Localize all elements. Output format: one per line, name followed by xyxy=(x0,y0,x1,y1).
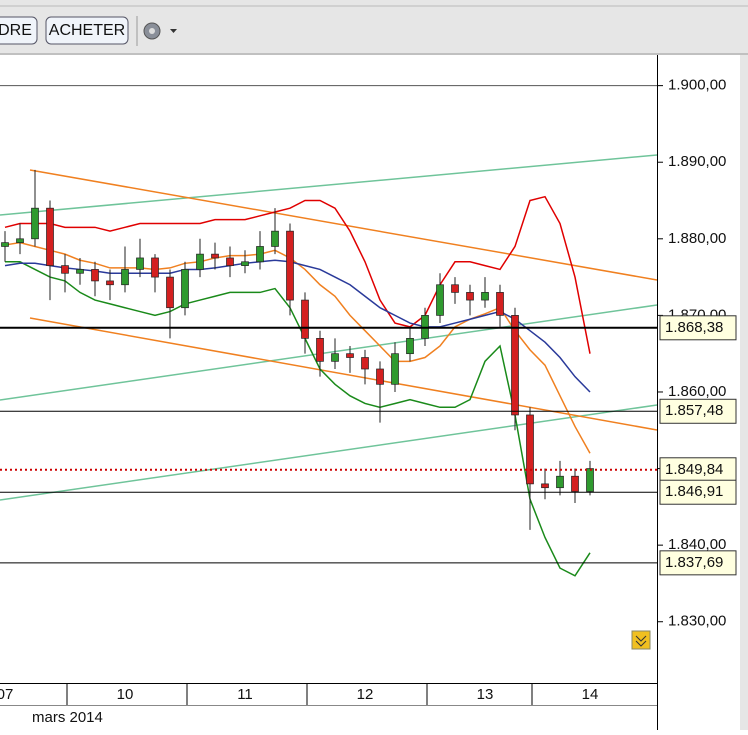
price-label-box xyxy=(659,457,737,483)
candle-body xyxy=(571,475,579,492)
trend-line xyxy=(0,154,658,216)
candle-body xyxy=(166,276,174,309)
candle-body xyxy=(151,257,159,278)
candle-body xyxy=(466,292,474,301)
candle-body xyxy=(541,483,549,489)
candle-body xyxy=(181,269,189,309)
price-label: 1.849,84 xyxy=(665,461,723,478)
y-tick-label: 1.890,00 xyxy=(668,153,726,170)
candle-body xyxy=(436,284,444,316)
candle-body xyxy=(31,207,39,240)
candle-body xyxy=(211,253,219,259)
y-tick-label: 1.830,00 xyxy=(668,613,726,630)
candle-body xyxy=(241,261,249,266)
trend-line xyxy=(0,304,658,401)
sell-button[interactable]: DRE xyxy=(0,16,38,45)
candle-body xyxy=(481,292,489,301)
price-label: 1.846,91 xyxy=(665,483,723,500)
x-tick-label: 07 xyxy=(0,686,13,703)
settings-button[interactable] xyxy=(143,22,177,40)
trend-line xyxy=(0,404,658,501)
price-label: 1.868,38 xyxy=(665,319,723,336)
alert-icon[interactable] xyxy=(631,630,651,650)
candle-body xyxy=(526,414,534,485)
price-label: 1.857,48 xyxy=(665,402,723,419)
indicator-line xyxy=(4,195,591,354)
candle-body xyxy=(391,353,399,385)
price-label: 1.837,69 xyxy=(665,554,723,571)
indicator-line xyxy=(5,261,591,577)
indicator-line xyxy=(4,259,591,393)
candle-body xyxy=(286,230,294,301)
candle-body xyxy=(451,284,459,293)
candle-body xyxy=(316,338,324,362)
candle-body xyxy=(361,357,369,370)
candle-body xyxy=(556,475,564,489)
candle-body xyxy=(331,353,339,362)
x-tick-label: 11 xyxy=(237,686,253,703)
x-tick-label: 13 xyxy=(477,686,494,703)
candle-body xyxy=(16,238,24,243)
buy-button[interactable]: ACHETER xyxy=(45,16,129,45)
y-tick-label: 1.840,00 xyxy=(668,536,726,553)
candle-body xyxy=(586,468,594,492)
candle-body xyxy=(256,246,264,263)
x-tick-label: 10 xyxy=(117,686,134,703)
plot-area xyxy=(0,55,657,683)
price-label-box xyxy=(659,315,737,341)
candle-body xyxy=(406,338,414,355)
candle-body xyxy=(511,315,519,416)
candle-body xyxy=(136,257,144,270)
price-label-box xyxy=(659,479,737,505)
candle-body xyxy=(106,280,114,286)
price-label-box xyxy=(659,398,737,424)
candle-body xyxy=(301,299,309,339)
x-tick-label: 14 xyxy=(582,686,599,703)
y-tick-label: 1.860,00 xyxy=(668,383,726,400)
y-tick-label: 1.880,00 xyxy=(668,230,726,247)
candle-body xyxy=(226,257,234,266)
y-tick-label: 1.900,00 xyxy=(668,77,726,94)
trend-lines xyxy=(0,154,658,501)
candle-body xyxy=(376,368,384,385)
candle-body xyxy=(61,265,69,274)
x-axis-title: mars 2014 xyxy=(32,709,103,726)
button-label[interactable]: ACHETER xyxy=(49,22,125,39)
candle-body xyxy=(121,269,129,286)
scroll-edge xyxy=(740,55,748,730)
price-label-box xyxy=(659,550,737,576)
trend-line xyxy=(29,169,658,281)
candle-body xyxy=(76,269,84,274)
candle-body xyxy=(91,269,99,282)
candle-body xyxy=(271,230,279,247)
button-label[interactable]: DRE xyxy=(0,22,32,39)
x-tick-label: 12 xyxy=(357,686,374,703)
candle-body xyxy=(46,207,54,266)
candle-body xyxy=(496,292,504,316)
candle-body xyxy=(1,242,9,247)
candle-body xyxy=(346,353,354,358)
candle-body xyxy=(196,253,204,270)
